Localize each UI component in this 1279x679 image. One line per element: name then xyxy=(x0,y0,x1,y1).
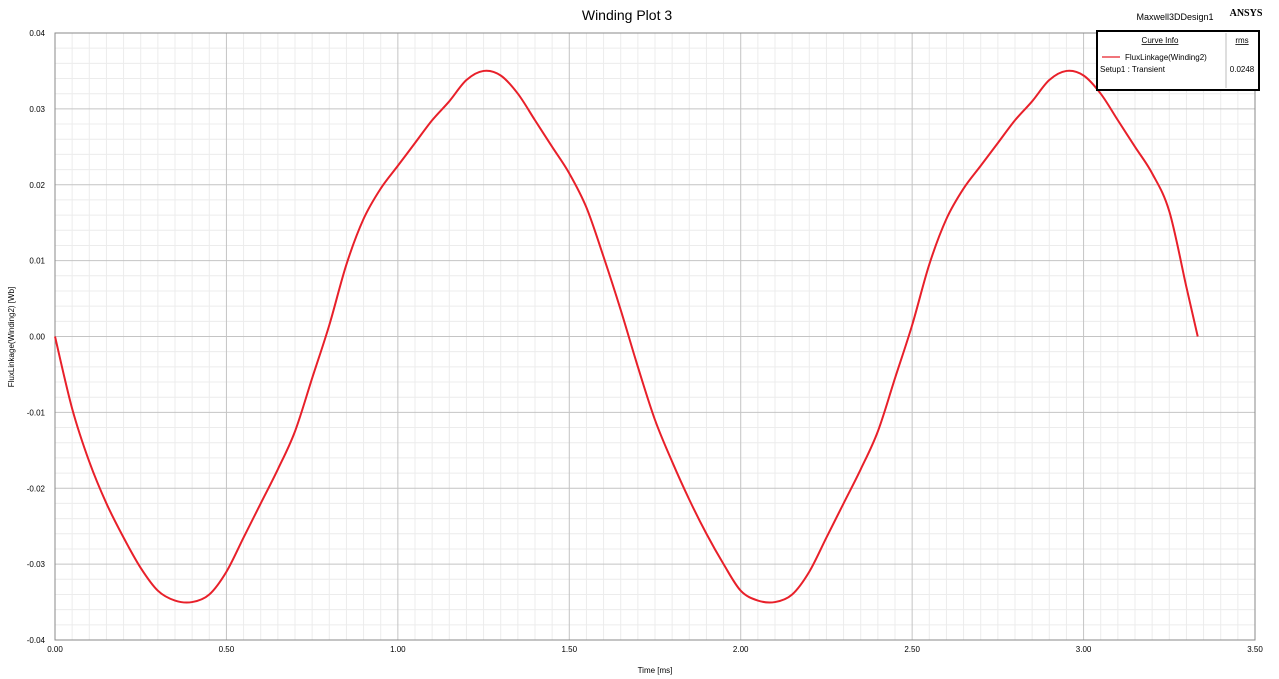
y-tick-label: 0.03 xyxy=(29,105,45,114)
series-layer xyxy=(54,69,1199,604)
legend-header-curve-info: Curve Info xyxy=(1142,36,1179,45)
series-line-fluxlinkage-winding2[interactable] xyxy=(54,69,1199,604)
y-tick-label: -0.03 xyxy=(27,560,46,569)
legend-header-rms: rms xyxy=(1235,36,1248,45)
legend-series-setup: Setup1 : Transient xyxy=(1100,65,1166,74)
ansys-logo: ANSYS xyxy=(1230,8,1263,19)
x-tick-label: 2.00 xyxy=(733,645,749,654)
x-tick-label: 0.50 xyxy=(219,645,235,654)
y-tick-label: -0.02 xyxy=(27,484,46,493)
x-tick-label: 0.00 xyxy=(47,645,63,654)
chart-title: Winding Plot 3 xyxy=(582,7,672,23)
y-tick-label: 0.04 xyxy=(29,29,45,38)
grid xyxy=(54,32,1256,641)
y-tick-label: -0.04 xyxy=(27,636,46,645)
y-tick-label: -0.01 xyxy=(27,408,46,417)
design-name: Maxwell3DDesign1 xyxy=(1136,12,1213,22)
axis-ticks: 0.00 0.50 1.00 1.50 2.00 2.50 3.00 3.50 0.04 0.03… xyxy=(27,29,1264,654)
x-tick-label: 1.50 xyxy=(561,645,577,654)
legend-series-name: FluxLinkage(Winding2) xyxy=(1125,53,1207,62)
x-tick-label: 3.50 xyxy=(1247,645,1263,654)
y-tick-label: 0.00 xyxy=(29,333,45,342)
x-tick-label: 1.00 xyxy=(390,645,406,654)
legend[interactable]: Curve Info rms FluxLinkage(Winding2) Set… xyxy=(1096,30,1260,91)
x-axis-label: Time [ms] xyxy=(638,666,673,675)
legend-series-rms: 0.0248 xyxy=(1230,65,1255,74)
y-tick-label: 0.01 xyxy=(29,257,45,266)
y-axis-label: FluxLinkage(Winding2) [Wb] xyxy=(7,287,16,387)
y-tick-label: 0.02 xyxy=(29,181,45,190)
x-tick-label: 3.00 xyxy=(1076,645,1092,654)
legend-box xyxy=(1096,30,1260,91)
x-tick-label: 2.50 xyxy=(904,645,920,654)
